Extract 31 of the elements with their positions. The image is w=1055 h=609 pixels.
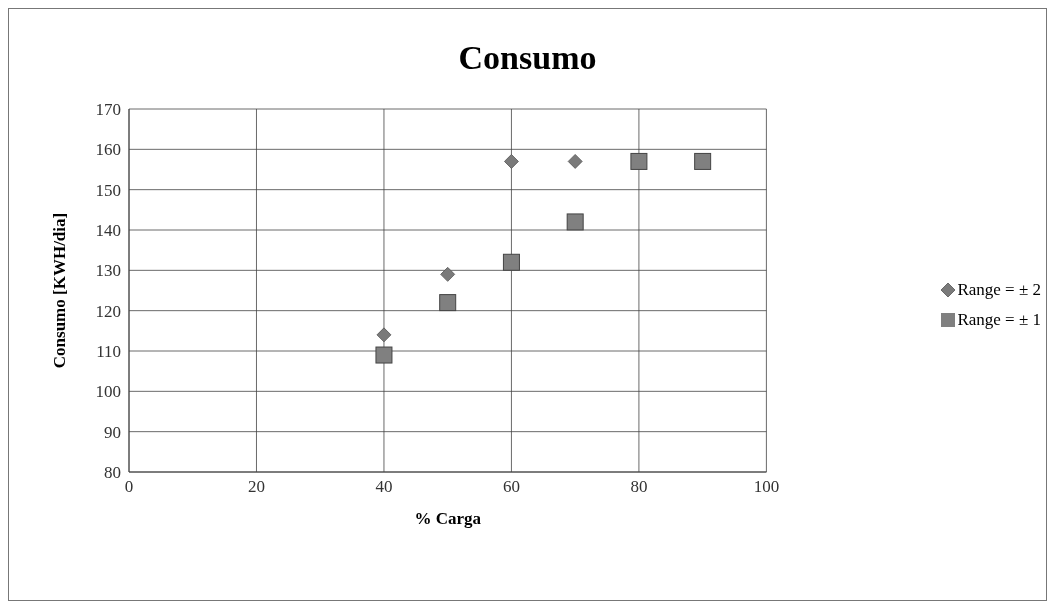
y-tick-label: 120 (95, 301, 121, 321)
point (630, 152, 648, 170)
y-tick-label: 160 (95, 140, 121, 160)
legend-label: Range = ± 2 (957, 279, 1041, 300)
legend-label: Range = ± 1 (957, 309, 1041, 330)
y-tick-label: 100 (95, 382, 121, 402)
y-tick-label: 130 (95, 261, 121, 281)
x-tick-label: 100 (753, 477, 780, 497)
y-tick-label: 140 (95, 221, 121, 241)
point (567, 154, 583, 169)
x-tick-label: 60 (502, 477, 520, 497)
x-tick-label: 20 (247, 477, 265, 497)
y-tick-label: 90 (104, 422, 121, 442)
x-tick-label: 40 (375, 477, 393, 497)
point (439, 294, 457, 312)
x-axis-title: % Carga (414, 509, 482, 528)
point (375, 346, 393, 364)
point (376, 327, 392, 343)
point (694, 152, 712, 170)
point (566, 213, 584, 231)
y-tick-label: 170 (95, 100, 121, 120)
y-tick-label: 150 (95, 180, 121, 200)
point (504, 154, 519, 169)
x-tick-label: 0 (124, 477, 134, 497)
x-tick-label: 80 (630, 477, 648, 497)
y-axis-title: Consumo [KWH/dia] (50, 212, 70, 369)
chart-title: Consumo (457, 39, 598, 77)
y-tick-label: 110 (96, 342, 121, 362)
point (440, 266, 456, 282)
y-tick-label: 80 (104, 463, 121, 483)
point (502, 253, 520, 271)
